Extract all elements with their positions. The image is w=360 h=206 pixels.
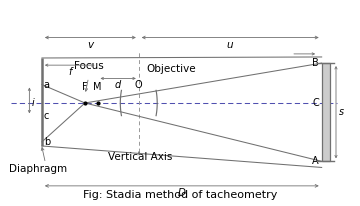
- Text: f: f: [68, 67, 71, 77]
- Text: v: v: [87, 40, 93, 50]
- Text: Vertical Axis: Vertical Axis: [108, 152, 173, 162]
- Text: D: D: [178, 188, 186, 198]
- Text: B: B: [312, 58, 319, 68]
- Text: C: C: [312, 98, 319, 108]
- Text: d: d: [115, 81, 121, 90]
- Text: i: i: [32, 98, 34, 108]
- Text: O: O: [135, 80, 143, 90]
- Text: A: A: [312, 156, 319, 166]
- Text: Objective: Objective: [146, 64, 196, 74]
- Text: Focus: Focus: [74, 61, 103, 71]
- Text: a: a: [44, 80, 50, 90]
- Text: s: s: [339, 107, 344, 117]
- Text: M: M: [93, 82, 102, 92]
- Text: Diaphragm: Diaphragm: [9, 165, 67, 174]
- Text: b: b: [44, 137, 50, 147]
- Bar: [321, 63, 329, 161]
- Text: u: u: [227, 40, 234, 50]
- Text: Fig: Stadia method of tacheometry: Fig: Stadia method of tacheometry: [83, 190, 277, 200]
- Text: F: F: [82, 82, 88, 92]
- Text: c: c: [44, 111, 49, 121]
